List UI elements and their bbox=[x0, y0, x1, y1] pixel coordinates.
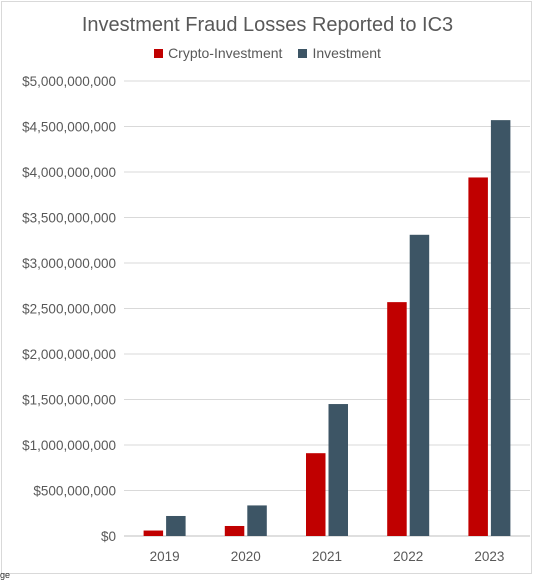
bar-investment-2022 bbox=[409, 234, 430, 537]
bar-investment-2023 bbox=[490, 120, 511, 536]
bar-crypto-investment-2020 bbox=[224, 525, 245, 536]
legend-item-series-0: Crypto-Investment bbox=[154, 45, 282, 61]
x-tick-label-2022: 2022 bbox=[393, 549, 423, 564]
y-tick-label-0: $0 bbox=[101, 529, 116, 544]
bar-crypto-investment-2021 bbox=[306, 453, 326, 536]
x-tick-label-2023: 2023 bbox=[474, 549, 504, 564]
legend-swatch-series-1 bbox=[298, 48, 308, 58]
bar-crypto-investment-2023 bbox=[468, 177, 488, 536]
y-tick-label-9: $4,500,000,000 bbox=[22, 120, 116, 135]
footnote-text: ge bbox=[0, 570, 11, 580]
y-tick-label-5: $2,500,000,000 bbox=[22, 302, 116, 317]
x-tick-label-2020: 2020 bbox=[231, 549, 261, 564]
bar-investment-2020 bbox=[247, 505, 267, 536]
legend-label-series-1: Investment bbox=[312, 45, 381, 61]
y-tick-label-8: $4,000,000,000 bbox=[22, 165, 116, 180]
legend-swatch-series-0 bbox=[154, 48, 164, 58]
y-tick-label-6: $3,000,000,000 bbox=[22, 256, 116, 271]
bar-investment-2019 bbox=[166, 515, 186, 536]
y-tick-label-3: $1,500,000,000 bbox=[22, 393, 116, 408]
y-tick-label-10: $5,000,000,000 bbox=[22, 74, 116, 89]
bar-crypto-investment-2019 bbox=[143, 530, 164, 536]
legend-item-series-1: Investment bbox=[298, 45, 381, 61]
chart-title: Investment Fraud Losses Reported to IC3 bbox=[81, 14, 454, 36]
y-tick-label-4: $2,000,000,000 bbox=[22, 347, 116, 362]
legend-label-series-0: Crypto-Investment bbox=[168, 45, 283, 61]
bar-crypto-investment-2022 bbox=[387, 302, 407, 536]
x-tick-label-2021: 2021 bbox=[312, 549, 342, 564]
y-tick-label-2: $1,000,000,000 bbox=[22, 438, 116, 453]
x-tick-label-2019: 2019 bbox=[150, 549, 180, 564]
bar-investment-2021 bbox=[328, 404, 348, 536]
y-tick-label-7: $3,500,000,000 bbox=[22, 211, 116, 226]
y-tick-label-1: $500,000,000 bbox=[33, 484, 116, 499]
chart-legend: Crypto-Investment Investment bbox=[0, 45, 535, 61]
